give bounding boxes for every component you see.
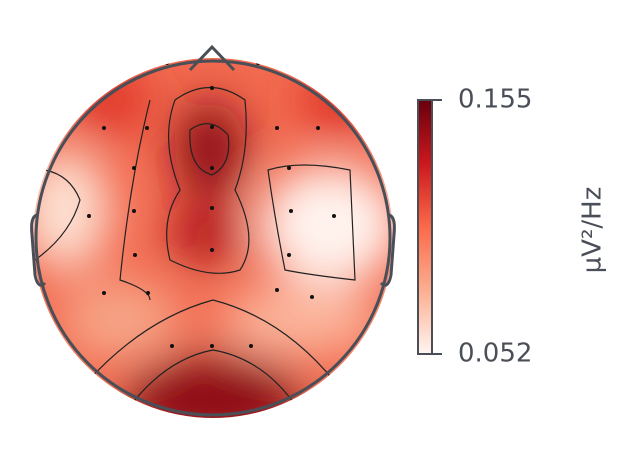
head-outline	[30, 44, 396, 417]
colorbar-tick-label: 0.052	[458, 339, 532, 369]
topomap	[33, 58, 393, 418]
colorbar-tick-label: 0.155	[458, 85, 532, 115]
colorbar	[417, 99, 433, 355]
colorbar-label: µV²/Hz	[578, 187, 608, 274]
